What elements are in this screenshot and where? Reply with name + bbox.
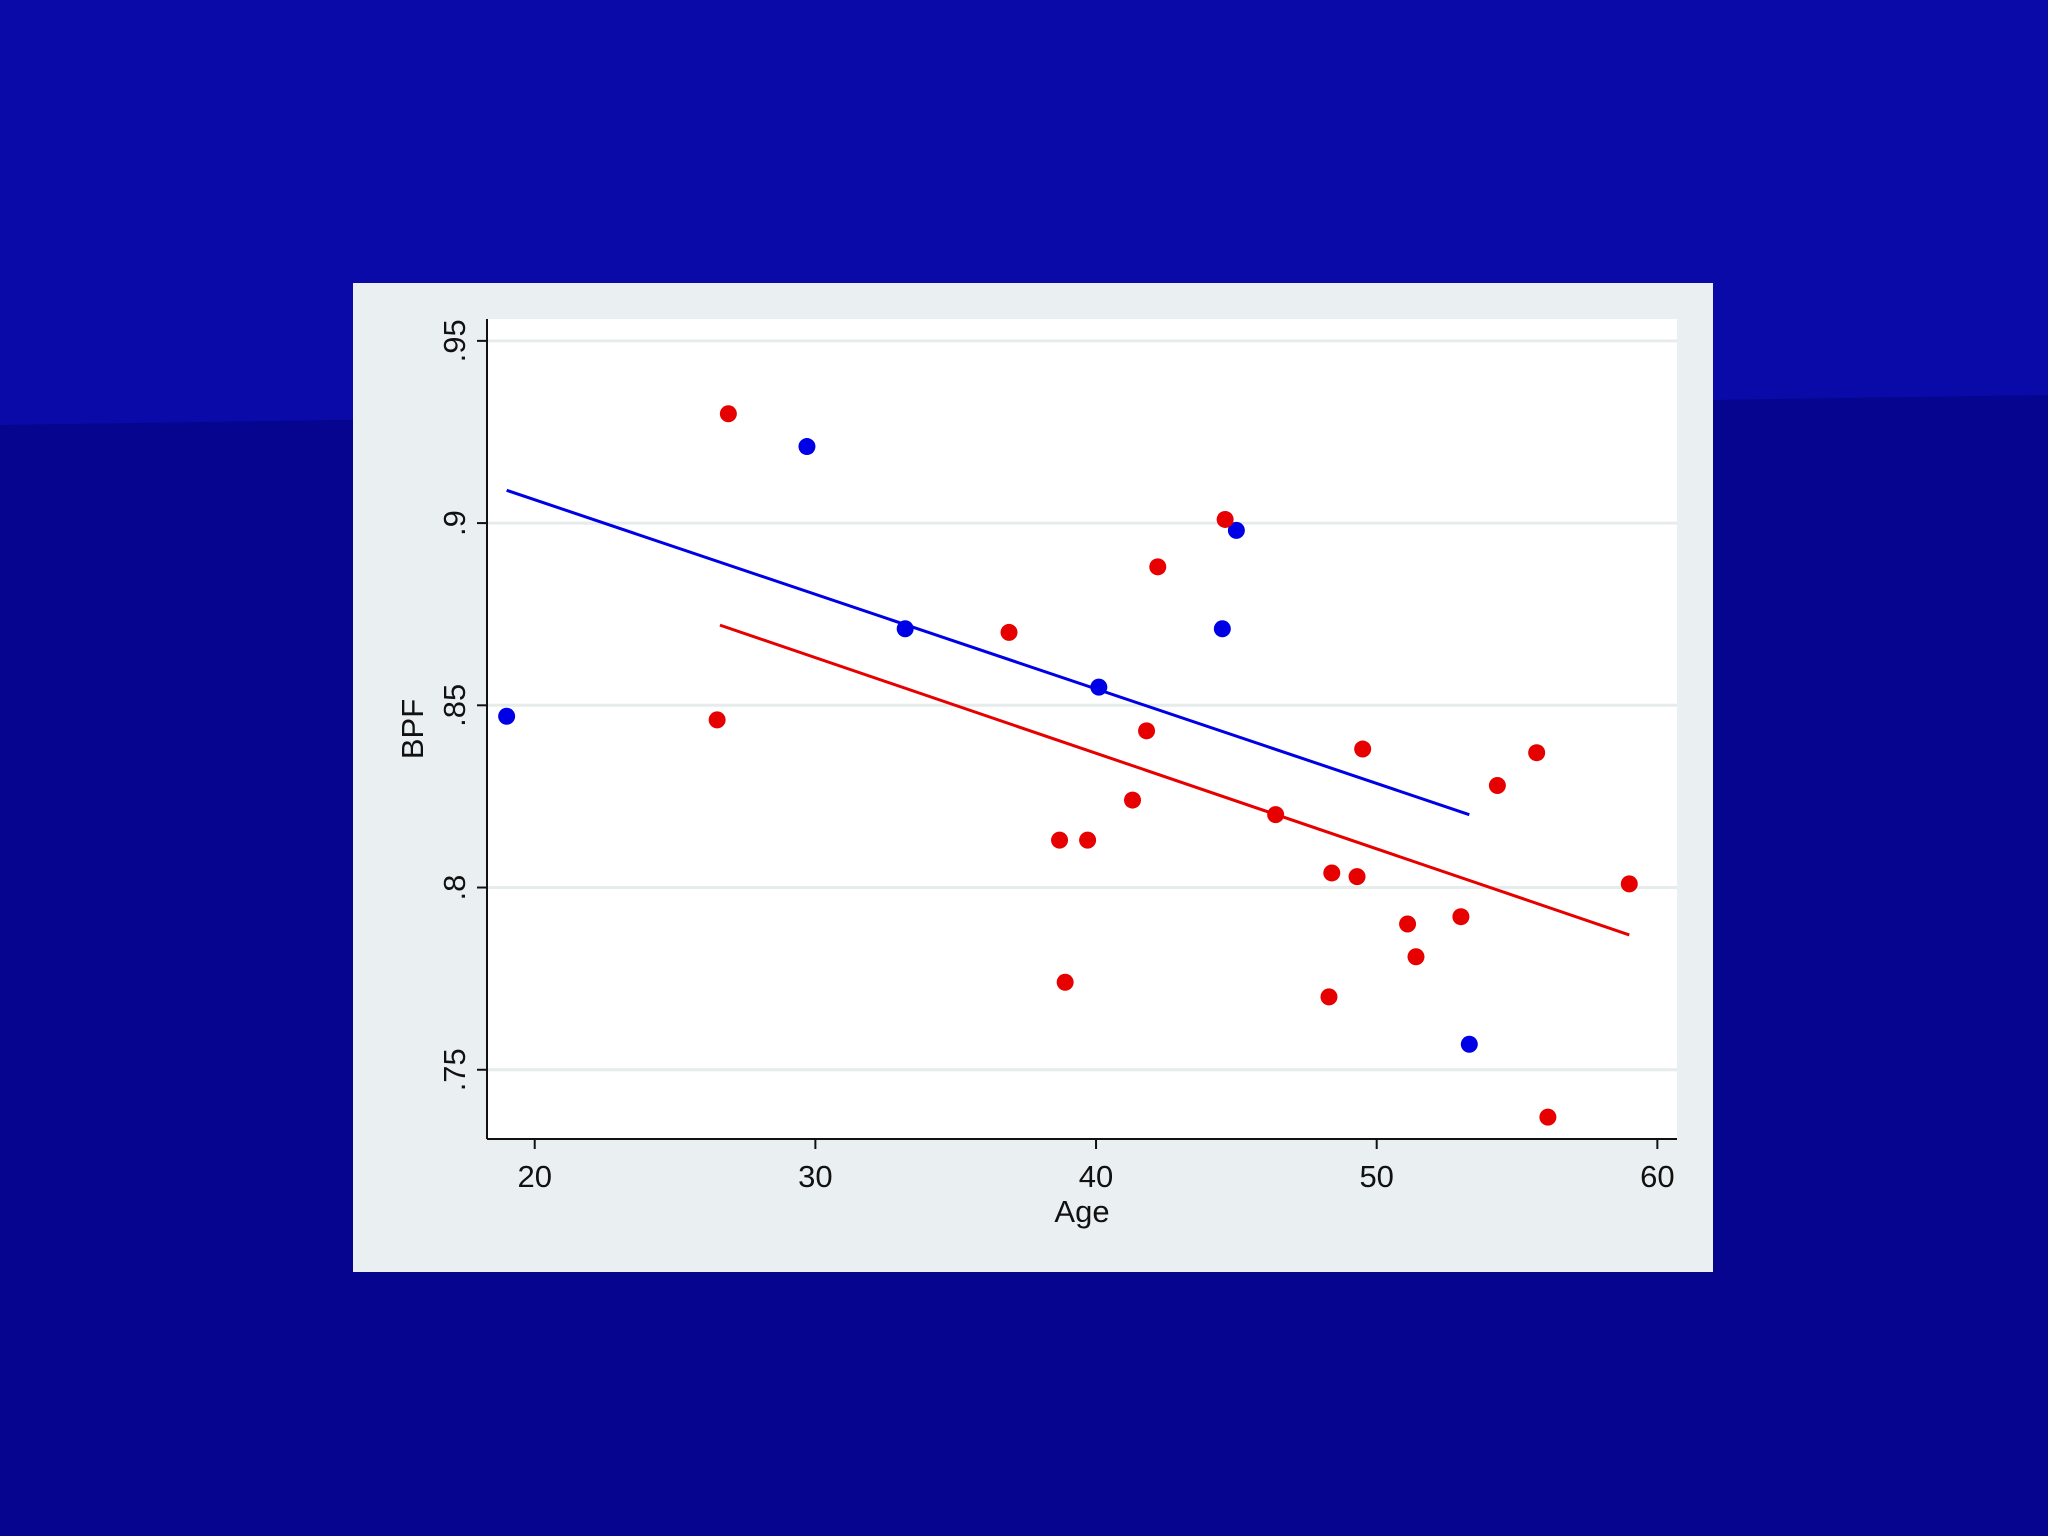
y-tick-label: .8 — [437, 875, 472, 901]
data-point-1 — [1452, 908, 1470, 926]
scatter-chart: 20 30 40 50 60 .75 .8 .85 .9 .95 Age BPF — [395, 319, 1677, 1229]
x-tick-label: 40 — [1079, 1159, 1113, 1194]
fit-line-0 — [506, 488, 1470, 817]
y-tick-label: .85 — [437, 684, 472, 727]
x-tick-label: 50 — [1359, 1159, 1393, 1194]
data-point-1 — [1079, 831, 1097, 849]
data-point-0 — [1213, 620, 1231, 638]
data-point-1 — [1000, 623, 1018, 641]
y-tick-label: .75 — [437, 1048, 472, 1091]
data-point-1 — [1267, 806, 1285, 824]
data-point-1 — [1149, 558, 1167, 576]
data-point-0 — [896, 620, 914, 638]
y-axis-ticks: .75 .8 .85 .9 .95 — [437, 319, 487, 1091]
y-tick-label: .9 — [437, 510, 472, 536]
data-point-1 — [1539, 1108, 1557, 1126]
data-point-0 — [498, 707, 516, 725]
data-point-1 — [1488, 776, 1506, 794]
data-point-1 — [1528, 744, 1546, 762]
x-tick-label: 30 — [798, 1159, 832, 1194]
fit-line-1 — [719, 623, 1630, 937]
data-point-1 — [1320, 988, 1338, 1006]
grid-lines — [487, 339, 1677, 1072]
data-point-1 — [1216, 510, 1234, 528]
y-axis-title: BPF — [395, 699, 430, 759]
x-axis-ticks: 20 30 40 50 60 — [517, 1139, 1675, 1194]
y-tick-label: .95 — [437, 319, 472, 362]
data-point-0 — [1227, 521, 1245, 539]
x-tick-label: 20 — [517, 1159, 551, 1194]
x-tick-label: 60 — [1640, 1159, 1674, 1194]
data-point-1 — [1399, 915, 1417, 933]
data-point-1 — [1138, 722, 1156, 740]
chart-figure-panel: 20 30 40 50 60 .75 .8 .85 .9 .95 Age BPF — [353, 283, 1713, 1272]
data-point-1 — [1323, 864, 1341, 882]
data-point-0 — [1090, 678, 1108, 696]
data-point-0 — [1460, 1035, 1478, 1053]
data-point-1 — [708, 711, 726, 729]
data-point-1 — [719, 405, 737, 423]
data-point-1 — [1407, 948, 1425, 966]
data-point-1 — [1620, 875, 1638, 893]
data-point-1 — [1348, 868, 1366, 886]
data-point-0 — [798, 438, 816, 456]
data-point-1 — [1124, 791, 1142, 809]
data-points — [498, 405, 1638, 1126]
fit-lines — [506, 488, 1630, 937]
plot-area — [487, 319, 1677, 1139]
data-point-1 — [1354, 740, 1372, 758]
data-point-1 — [1056, 973, 1074, 991]
data-point-1 — [1051, 831, 1069, 849]
x-axis-title: Age — [1054, 1194, 1109, 1229]
